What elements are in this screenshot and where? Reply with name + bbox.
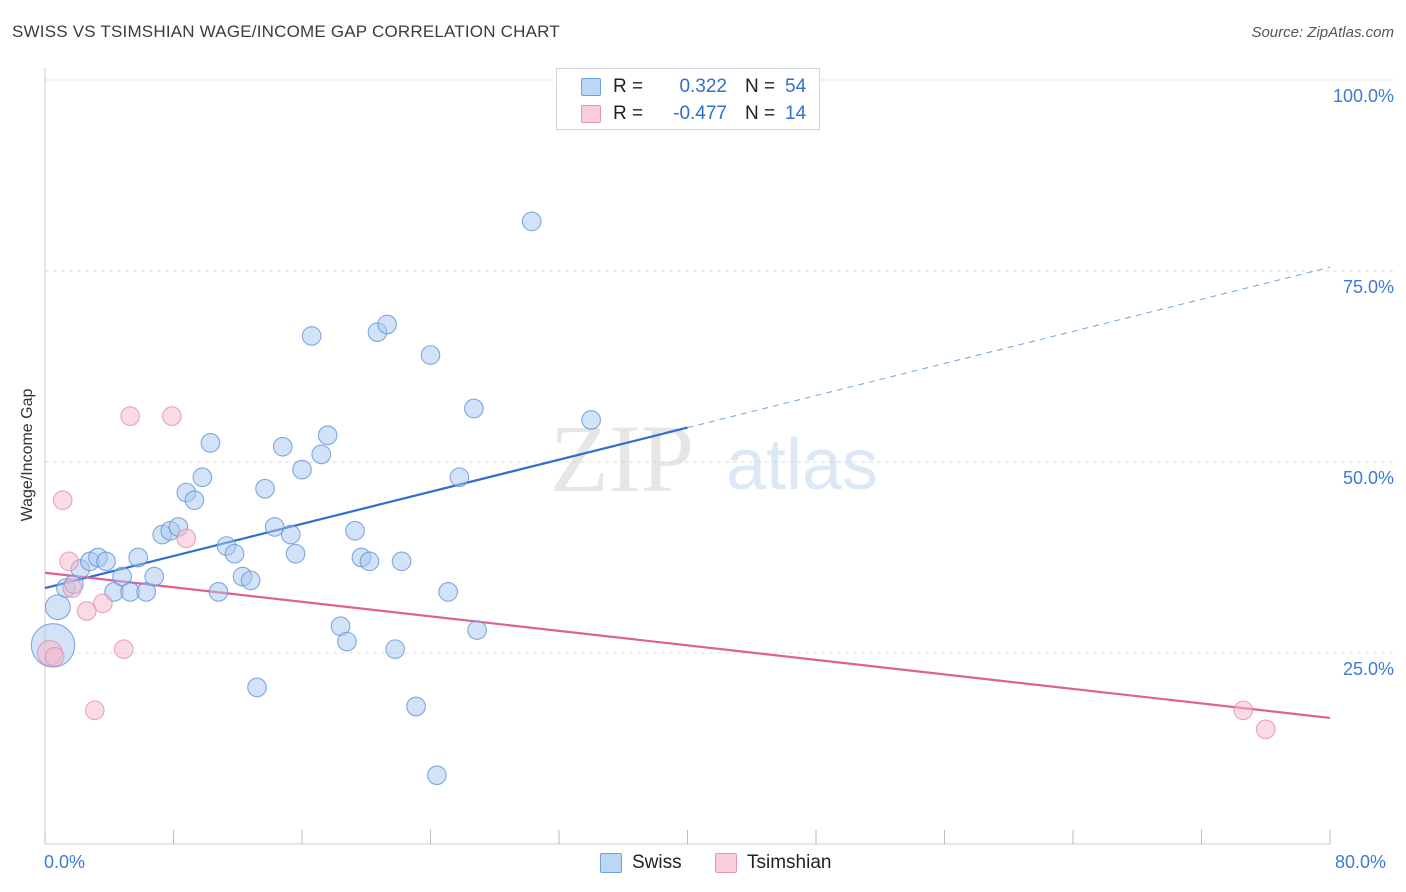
swiss-point: [521, 211, 542, 232]
swiss-point: [112, 566, 132, 587]
tsimshian-point: [59, 551, 79, 572]
y-tick-label-50: 50.0%: [1342, 468, 1394, 488]
swiss-point: [311, 444, 332, 465]
data-points: [30, 211, 1276, 786]
axes: [44, 68, 1331, 845]
tsimshian-point: [52, 490, 73, 511]
chart-title: SWISS VS TSIMSHIAN WAGE/INCOME GAP CORRE…: [12, 22, 560, 41]
swiss-trend-line: [44, 426, 688, 590]
swiss-point: [264, 517, 285, 537]
swiss-trend-extension: [687, 266, 1331, 429]
legend-item-swiss[interactable]: Swiss: [600, 852, 682, 874]
swiss-point: [208, 582, 229, 602]
tsimshian-point: [162, 406, 182, 427]
y-tick-label-100: 100.0%: [1332, 86, 1394, 106]
swiss-point: [438, 582, 459, 602]
swiss-point: [449, 467, 470, 488]
swiss-point: [136, 582, 157, 602]
x-tick-label-min: 0.0%: [44, 852, 86, 872]
source-label: Source: ZipAtlas.com: [1251, 24, 1394, 41]
swiss-point: [301, 326, 322, 346]
swiss-point: [467, 620, 487, 640]
tsimshian-point: [62, 578, 83, 598]
tsimshian-swatch: [715, 853, 737, 873]
grid-lines: [45, 79, 1395, 654]
swiss-point: [280, 524, 301, 545]
legend-row-tsimshian: R = -0.477 N = 14: [581, 102, 815, 126]
swiss-swatch: [600, 853, 622, 873]
swiss-point: [285, 543, 306, 564]
swiss-point: [247, 677, 267, 698]
tsimshian-point: [76, 601, 97, 621]
swiss-point: [96, 551, 116, 572]
series-legend: Swiss Tsimshian: [0, 852, 1406, 876]
tsimshian-trend-line: [44, 571, 1331, 720]
n-value: 14: [785, 103, 807, 124]
swiss-point: [44, 594, 71, 621]
swiss-point: [128, 547, 149, 568]
n-label: N =: [745, 103, 776, 124]
r-value: -0.477: [673, 103, 727, 124]
swiss-point: [359, 551, 380, 572]
tsimshian-point: [176, 528, 197, 549]
r-value: 0.322: [679, 76, 727, 97]
swiss-point: [272, 436, 293, 457]
n-label: N =: [745, 76, 776, 97]
y-tick-label-75: 75.0%: [1342, 277, 1394, 297]
legend-row-swiss: R = 0.322 N = 54: [581, 75, 815, 99]
n-value: 54: [785, 76, 807, 97]
swiss-point: [184, 490, 205, 511]
swiss-point: [292, 459, 312, 480]
legend-label-tsimshian: Tsimshian: [747, 852, 832, 873]
watermark: ZIP atlas: [550, 405, 878, 512]
tsimshian-swatch: [581, 105, 601, 123]
swiss-point: [391, 551, 412, 572]
swiss-swatch: [581, 78, 601, 96]
swiss-point: [255, 478, 275, 499]
swiss-point: [406, 696, 426, 717]
correlation-legend: R = 0.322 N = 54 R = -0.477 N = 14: [556, 68, 820, 130]
tsimshian-point: [84, 700, 105, 721]
r-label: R =: [613, 103, 644, 124]
tsimshian-point: [1233, 700, 1254, 721]
swiss-point: [420, 345, 441, 365]
tsimshian-point: [120, 406, 140, 427]
swiss-point: [144, 566, 165, 587]
swiss-point: [337, 631, 357, 652]
swiss-point: [464, 398, 484, 419]
swiss-point: [427, 765, 447, 786]
swiss-point: [377, 314, 397, 335]
legend-label-swiss: Swiss: [632, 852, 682, 873]
swiss-point: [581, 410, 601, 430]
trend-lines: [44, 266, 1331, 720]
swiss-point: [224, 543, 245, 564]
x-tick-label-max: 80.0%: [1335, 852, 1387, 872]
swiss-point: [240, 570, 261, 591]
tsimshian-point: [1255, 719, 1276, 740]
tsimshian-point: [44, 646, 65, 667]
tsimshian-point: [113, 639, 134, 660]
watermark-atlas: atlas: [726, 425, 878, 505]
swiss-point: [317, 425, 338, 446]
r-label: R =: [613, 76, 644, 97]
swiss-point: [192, 467, 213, 488]
swiss-point: [200, 433, 221, 453]
y-tick-label-25: 25.0%: [1342, 659, 1394, 679]
legend-item-tsimshian[interactable]: Tsimshian: [715, 852, 831, 874]
watermark-zip: ZIP: [550, 405, 694, 512]
swiss-point: [385, 639, 406, 660]
swiss-point: [345, 520, 365, 541]
tsimshian-point: [92, 593, 113, 614]
